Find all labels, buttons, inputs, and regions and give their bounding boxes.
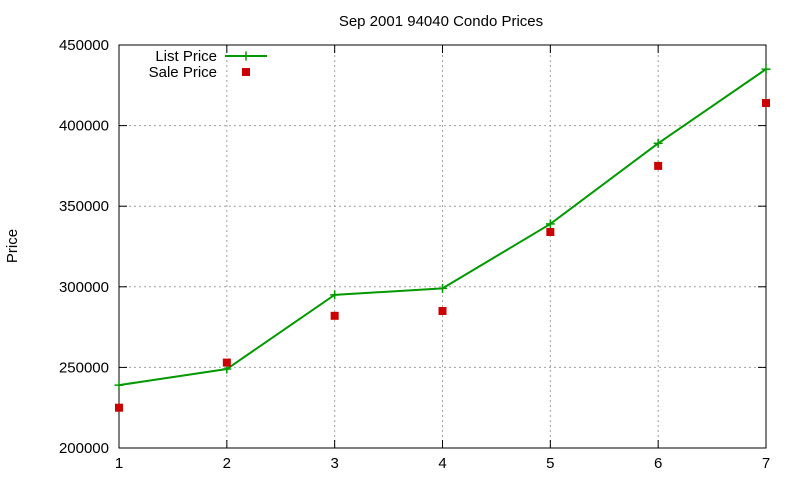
x-tick-label: 7 — [762, 455, 770, 472]
x-tick-label: 4 — [438, 455, 446, 472]
plot-series — [114, 64, 771, 412]
data-point — [115, 403, 123, 412]
legend-marker — [241, 51, 251, 61]
legend-label: List Price — [155, 48, 217, 65]
legend-label: Sale Price — [149, 64, 217, 81]
series-list-price — [114, 64, 771, 390]
grid-lines — [119, 45, 766, 448]
x-tick-label: 5 — [546, 455, 554, 472]
x-tick-label: 1 — [115, 455, 123, 472]
data-point — [654, 161, 663, 170]
y-tick-label: 350000 — [59, 198, 109, 215]
data-point — [330, 290, 340, 300]
data-point — [546, 227, 555, 236]
data-point — [438, 306, 447, 315]
y-tick-label: 450000 — [59, 37, 109, 54]
axes: 1 2 3 4 5 6 7 200000 250000 300000 350000 400000 450… — [59, 37, 770, 472]
data-point — [438, 283, 447, 293]
data-point — [114, 380, 124, 390]
legend-marker — [242, 68, 250, 76]
data-point — [330, 311, 339, 320]
data-point — [653, 138, 663, 148]
chart-title: Sep 2001 94040 Condo Prices — [339, 13, 543, 30]
data-point — [545, 219, 555, 229]
x-tick-label: 6 — [654, 455, 662, 472]
data-point — [762, 99, 770, 108]
series-sale-price — [115, 99, 770, 412]
y-tick-label: 300000 — [59, 279, 109, 296]
x-tick-label: 2 — [223, 455, 231, 472]
y-tick-label: 200000 — [59, 440, 109, 457]
y-axis-label: Price — [4, 229, 21, 263]
data-point — [222, 358, 231, 367]
x-tick-label: 3 — [330, 455, 338, 472]
data-point — [761, 64, 771, 74]
y-tick-label: 250000 — [59, 359, 109, 376]
y-tick-label: 400000 — [59, 118, 109, 135]
